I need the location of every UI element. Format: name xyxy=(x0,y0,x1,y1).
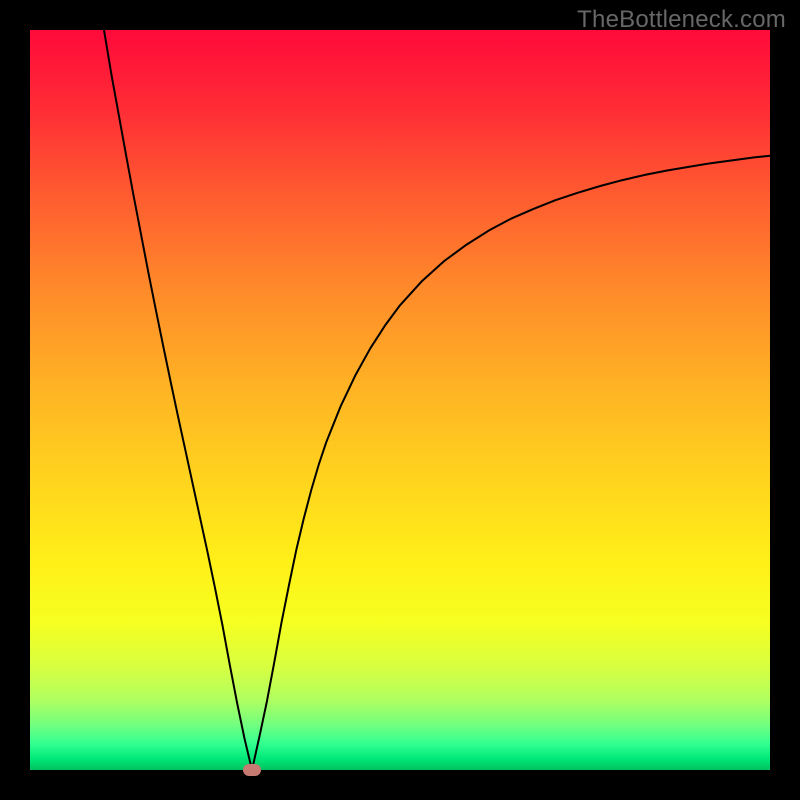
vertex-marker xyxy=(243,764,261,776)
plot-area xyxy=(30,30,770,770)
chart-root: TheBottleneck.com xyxy=(0,0,800,800)
bottleneck-chart xyxy=(0,0,800,800)
watermark-text: TheBottleneck.com xyxy=(577,6,786,34)
